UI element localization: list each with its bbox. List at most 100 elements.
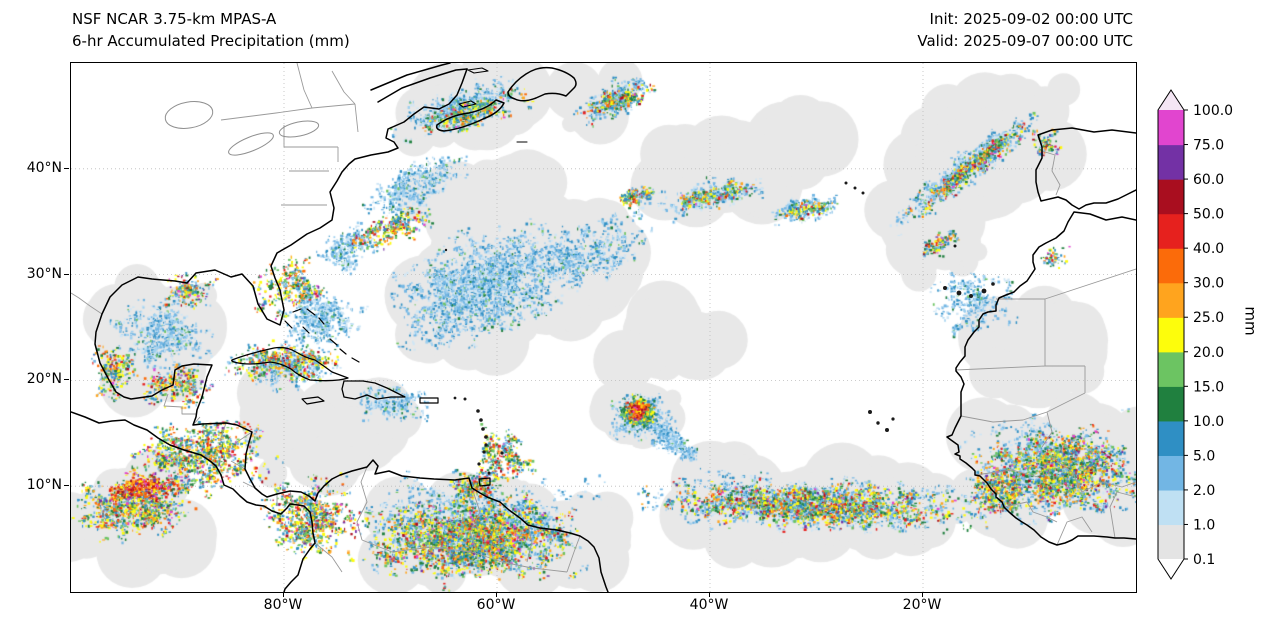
colorbar-segment [1158,248,1184,284]
field-title: 6-hr Accumulated Precipitation (mm) [72,32,350,50]
colorbar-segment [1158,213,1184,249]
colorbar-segment [1158,489,1184,526]
coast-pacific [71,411,316,592]
map-plot-area [70,62,1137,593]
island-antilles [477,462,481,466]
coast-newfoundland [507,66,577,102]
colorbar-segment [1158,179,1184,215]
colorbar-tick-label: 1.0 [1193,517,1215,533]
island-pei [458,100,477,108]
island-antilles [479,418,483,422]
colorbar-scale: 100.0 75.0 60.0 50.0 40.0 30.0 25.0 20.0 15.0 10.… [1157,89,1233,580]
colorbar-tick-label: 50.0 [1193,207,1224,223]
x-tick-mark [496,592,497,597]
island-madeira [953,244,957,248]
island-antilles [463,397,467,401]
coast-north-america-to-amazon [94,68,609,592]
colorbar-tick-label: 10.0 [1193,414,1224,430]
y-tick-label: 40°N [26,159,62,176]
small-islands [444,181,995,475]
island-cuba [231,346,349,382]
y-tick-mark [64,273,69,275]
island-azores [844,181,848,185]
island-antilles [476,409,480,413]
island-hispaniola [341,380,406,400]
y-tick-mark [64,485,69,487]
coast-iberia [1035,127,1136,210]
colorbar-tick-label: 25.0 [1193,310,1224,326]
x-tick-label: 40°W [689,597,729,613]
coast-africa [946,211,1136,546]
colorbar-tick-label: 20.0 [1193,345,1224,361]
colorbar-tick-label: 40.0 [1193,241,1224,257]
islands-bahamas [284,308,360,363]
coast-st-lawrence [370,63,468,103]
colorbar-segment [1158,524,1184,560]
island-cape-verde [885,428,889,432]
island-canaries [981,288,987,294]
island-jamaica [301,396,325,405]
colorbar-tick-label: 100.0 [1193,103,1233,119]
colorbar-tick-label: 2.0 [1193,483,1215,499]
precipitation-field-canvas [71,63,1136,592]
colorbar-tick-label: 15.0 [1193,379,1224,395]
country-borders [71,63,1136,573]
island-azores [861,191,865,195]
x-tick-label: 20°W [902,597,942,613]
map-overlay [71,63,1136,592]
valid-time-label: Valid: 2025-09-07 00:00 UTC [917,32,1133,50]
y-tick-label: 20°N [26,371,62,388]
y-tick-mark [64,379,69,381]
colorbar-segment [1158,110,1184,146]
island-canaries [969,294,973,298]
plot-titles: NSF NCAR 3.75-km MPAS-A 6-hr Accumulated… [72,8,350,52]
coast-nova-scotia [435,99,505,132]
island-antilles [481,427,485,431]
island-bermuda [444,248,448,252]
island-cape-verde [876,421,880,425]
x-tick-mark [709,592,710,597]
colorbar-segment [1158,282,1184,318]
colorbar-segment [1158,351,1184,387]
colorbar-segment [1158,317,1184,353]
island-canaries [956,290,962,296]
colorbar-unit-label: mm [1241,306,1260,336]
colorbar-tick-label: 5.0 [1193,448,1215,464]
island-tobago [487,471,491,475]
y-tick-mark [64,167,69,169]
island-cape-verde [868,410,872,414]
island-antilles [453,396,457,400]
colorbar-tick-label: 0.1 [1193,552,1215,568]
colorbar-tick-label: 30.0 [1193,276,1224,292]
lakes [164,101,320,156]
island-trinidad [478,477,491,487]
colorbar: 100.0 75.0 60.0 50.0 40.0 30.0 25.0 20.0 15.0 10.… [1150,82,1280,597]
island-anticosti [467,67,489,74]
x-tick-label: 80°W [263,597,303,613]
colorbar-over-arrow [1158,90,1184,110]
x-tick-mark [922,592,923,597]
y-tick-label: 10°N [26,477,62,494]
colorbar-tick-label: 60.0 [1193,172,1224,188]
colorbar-segment [1158,420,1184,456]
colorbar-segment [1158,455,1184,491]
colorbar-under-arrow [1158,559,1184,579]
x-tick-mark [283,592,284,597]
coastlines [71,63,1136,592]
x-tick-label: 60°W [476,597,516,613]
colorbar-segment [1158,386,1184,422]
island-cape-verde [891,417,895,421]
gridlines [71,63,1136,592]
island-azores [853,186,857,190]
init-time-label: Init: 2025-09-02 00:00 UTC [929,10,1133,28]
island-canaries [991,282,995,286]
colorbar-tick-label: 75.0 [1193,138,1224,154]
model-title: NSF NCAR 3.75-km MPAS-A [72,10,277,28]
colorbar-segment [1158,144,1184,180]
island-antilles [484,435,488,439]
island-antilles [484,443,488,447]
island-barbados [500,451,504,455]
y-tick-label: 30°N [26,265,62,282]
time-labels: Init: 2025-09-02 00:00 UTC Valid: 2025-0… [917,8,1133,52]
